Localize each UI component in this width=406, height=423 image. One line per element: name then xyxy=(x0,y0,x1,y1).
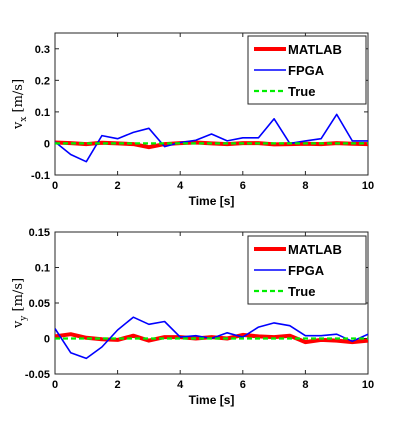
series-line-fpga xyxy=(55,113,368,163)
legend-label-fpga: FPGA xyxy=(288,263,325,278)
legend-label-true: True xyxy=(288,84,315,99)
legend: MATLAB FPGA True xyxy=(247,235,367,305)
y-tick-label: 0.2 xyxy=(35,75,50,87)
y-tick-label: 0 xyxy=(44,138,50,150)
x-tick-label: 2 xyxy=(115,180,121,192)
legend-label-true: True xyxy=(288,284,315,299)
x-tick-label: 6 xyxy=(240,379,246,391)
legend-label-matlab: MATLAB xyxy=(288,42,342,57)
y-tick-label: 0.1 xyxy=(35,107,50,119)
x-tick-label: 8 xyxy=(302,379,308,391)
x-tick-label: 4 xyxy=(177,379,184,391)
y-tick-label: 0.3 xyxy=(35,44,50,56)
y-tick-label: -0.05 xyxy=(25,369,50,381)
y-axis-label: vx [m/s] xyxy=(11,79,29,130)
x-tick-label: 0 xyxy=(52,180,58,192)
y-tick-label: 0.05 xyxy=(29,298,50,310)
x-tick-label: 0 xyxy=(52,379,58,391)
x-axis-label: Time [s] xyxy=(189,194,235,208)
x-tick-label: 6 xyxy=(240,180,246,192)
x-tick-label: 8 xyxy=(302,180,308,192)
x-tick-label: 10 xyxy=(362,180,374,192)
x-axis-label: Time [s] xyxy=(189,393,235,407)
y-tick-label: 0 xyxy=(44,334,50,346)
y-tick-label: -0.1 xyxy=(31,170,50,182)
legend: MATLAB FPGA True xyxy=(247,35,367,105)
y-axis-label: vy [m/s] xyxy=(11,278,29,329)
x-tick-label: 10 xyxy=(362,379,374,391)
legend-label-fpga: FPGA xyxy=(288,63,325,78)
y-tick-label: 0.1 xyxy=(35,263,50,275)
legend-label-matlab: MATLAB xyxy=(288,242,342,257)
x-tick-label: 4 xyxy=(177,180,184,192)
y-tick-label: 0.15 xyxy=(29,227,50,239)
x-tick-label: 2 xyxy=(115,379,121,391)
